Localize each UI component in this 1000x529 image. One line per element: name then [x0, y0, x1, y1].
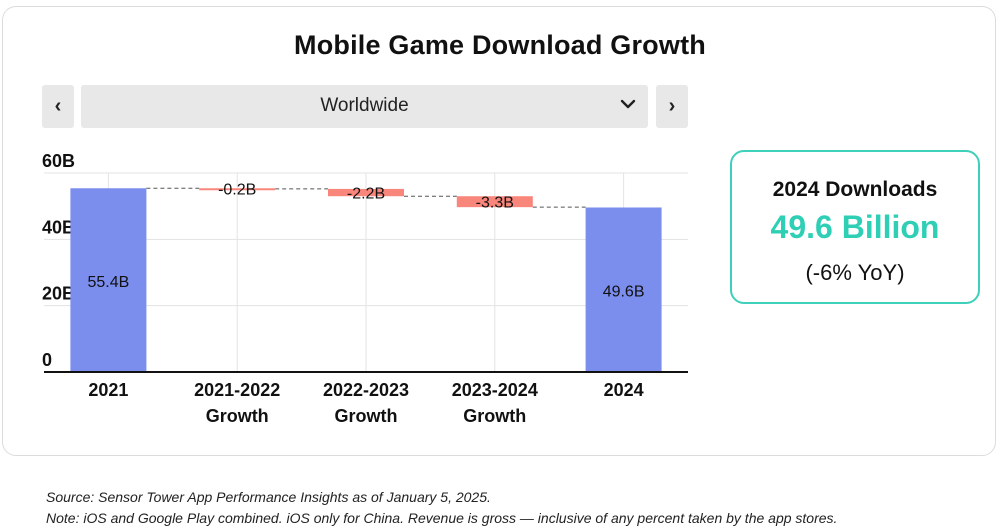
data-label: 55.4B — [87, 274, 129, 291]
footnotes: Source: Sensor Tower App Performance Ins… — [46, 487, 837, 529]
delta-bar — [328, 188, 404, 197]
methodology-note: Note: iOS and Google Play combined. iOS … — [46, 510, 838, 526]
x-tick-label: 2022-2023 Growth — [323, 380, 409, 426]
next-button[interactable]: › — [656, 85, 688, 128]
y-tick-label: 20B — [42, 284, 75, 304]
chevron-down-icon — [620, 96, 636, 117]
delta-bar — [199, 188, 276, 191]
region-select[interactable]: Worldwide — [81, 85, 648, 128]
y-tick-label: 40B — [42, 217, 75, 237]
data-label: 49.6B — [603, 284, 645, 301]
y-tick-label: 0 — [42, 350, 52, 370]
x-tick-label: 2021-2022 Growth — [194, 380, 280, 426]
source-note: Source: Sensor Tower App Performance Ins… — [46, 489, 491, 505]
y-tick-label: 60B — [42, 151, 75, 171]
previous-button[interactable]: ‹ — [42, 85, 74, 128]
x-tick-label: 2024 — [604, 380, 644, 400]
kpi-label: 2024 Downloads — [772, 178, 938, 201]
delta-bar — [456, 196, 533, 208]
region-select-value: Worldwide — [320, 95, 409, 116]
kpi-change: (-6% YoY) — [805, 260, 905, 285]
data-label: -3.3B — [476, 195, 514, 212]
total-bar — [70, 188, 147, 372]
chevron-left-icon: ‹ — [54, 95, 62, 117]
data-label: -0.2B — [218, 182, 256, 199]
x-tick-label: 2023-2024 Growth — [452, 380, 538, 426]
kpi-value: 49.6 Billion — [770, 209, 940, 245]
data-label: -2.2B — [347, 186, 385, 203]
chevron-right-icon: › — [668, 95, 676, 117]
total-bar — [585, 207, 662, 372]
x-tick-label: 2021 — [88, 380, 128, 400]
chart-title: Mobile Game Download Growth — [294, 30, 706, 60]
kpi-card: 2024 Downloads 49.6 Billion (-6% YoY) — [730, 150, 980, 304]
